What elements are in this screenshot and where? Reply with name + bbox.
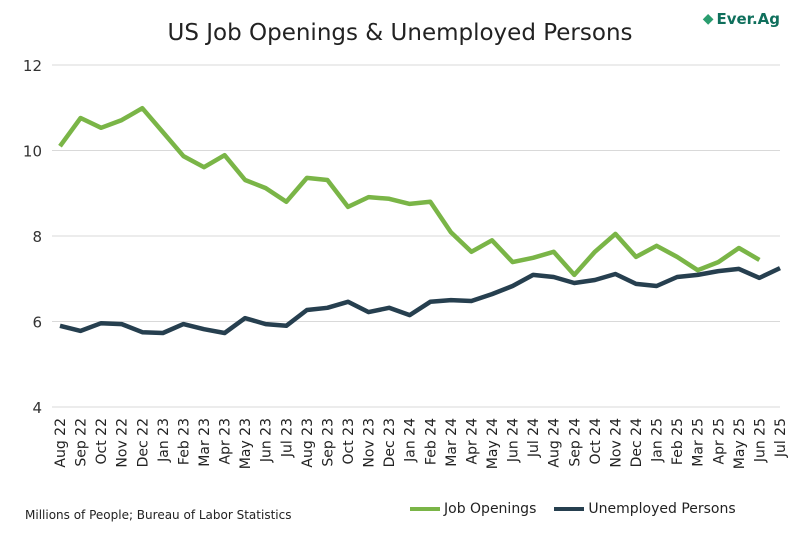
x-tick-label: Oct 24 (588, 418, 604, 465)
x-tick-label: May 24 (485, 418, 501, 469)
x-tick-label: Apr 23 (218, 418, 234, 464)
y-tick-label: 12 (23, 57, 42, 75)
x-tick-label: Aug 24 (547, 418, 563, 468)
x-tick-label: Nov 23 (362, 418, 378, 468)
x-tick-label: Aug 23 (300, 418, 316, 468)
logo-icon: ◆ (702, 11, 714, 27)
x-tick-label: Aug 22 (53, 418, 69, 468)
x-tick-label: Jul 25 (773, 418, 789, 458)
x-tick-label: Jul 23 (279, 418, 295, 458)
y-tick-label: 10 (23, 143, 42, 161)
x-tick-label: May 25 (732, 418, 748, 469)
chart-title: US Job Openings & Unemployed Persons (167, 20, 633, 46)
x-tick-label: Dec 22 (135, 418, 151, 467)
legend-swatch (410, 507, 440, 511)
x-tick-label: Oct 23 (341, 418, 357, 464)
y-tick-label: 4 (32, 399, 42, 417)
x-tick-label: Jun 25 (752, 418, 768, 463)
x-tick-label: Nov 22 (115, 418, 131, 468)
x-tick-label: Dec 23 (382, 418, 398, 467)
x-tick-label: Mar 25 (691, 418, 707, 467)
legend-swatch (554, 507, 585, 511)
logo-text: Ever.Ag (716, 10, 780, 28)
x-tick-label: Dec 24 (629, 418, 645, 467)
y-tick-label: 6 (32, 314, 42, 332)
legend: Job Openings Unemployed Persons (410, 501, 736, 517)
x-tick-label: Feb 24 (423, 418, 439, 465)
x-tick-label: Mar 24 (444, 418, 460, 467)
y-tick-label: 8 (32, 228, 42, 246)
x-tick-label: Jul 24 (526, 418, 542, 458)
x-tick-label: Sep 24 (567, 418, 583, 467)
legend-label: Job Openings (444, 501, 537, 517)
legend-label: Unemployed Persons (588, 501, 736, 517)
ever-ag-logo: ◆ Ever.Ag (703, 10, 780, 28)
x-tick-label: Apr 25 (711, 418, 727, 464)
x-tick-label: Feb 23 (176, 418, 192, 465)
series-line-job-openings (58, 105, 761, 278)
x-tick-label: Feb 25 (670, 418, 686, 465)
legend-item-unemployed: Unemployed Persons (554, 501, 736, 517)
x-tick-label: Oct 22 (94, 418, 110, 464)
x-tick-label: Nov 24 (608, 418, 624, 468)
x-tick-label: Apr 24 (464, 418, 480, 465)
x-tick-label: Sep 23 (320, 418, 336, 467)
x-tick-label: Jun 23 (259, 418, 275, 463)
legend-item-job-openings: Job Openings (410, 501, 536, 517)
x-tick-label: May 23 (238, 418, 254, 469)
x-tick-label: Sep 22 (74, 418, 90, 467)
source-note: Millions of People; Bureau of Labor Stat… (25, 508, 292, 522)
x-tick-label: Jun 24 (506, 418, 522, 463)
x-tick-label: Mar 23 (197, 418, 213, 467)
series-line-unemployed-persons (59, 266, 781, 336)
x-tick-label: Jan 23 (156, 418, 172, 463)
x-tick-label: Jan 25 (650, 418, 666, 463)
x-tick-label: Jan 24 (403, 418, 419, 463)
